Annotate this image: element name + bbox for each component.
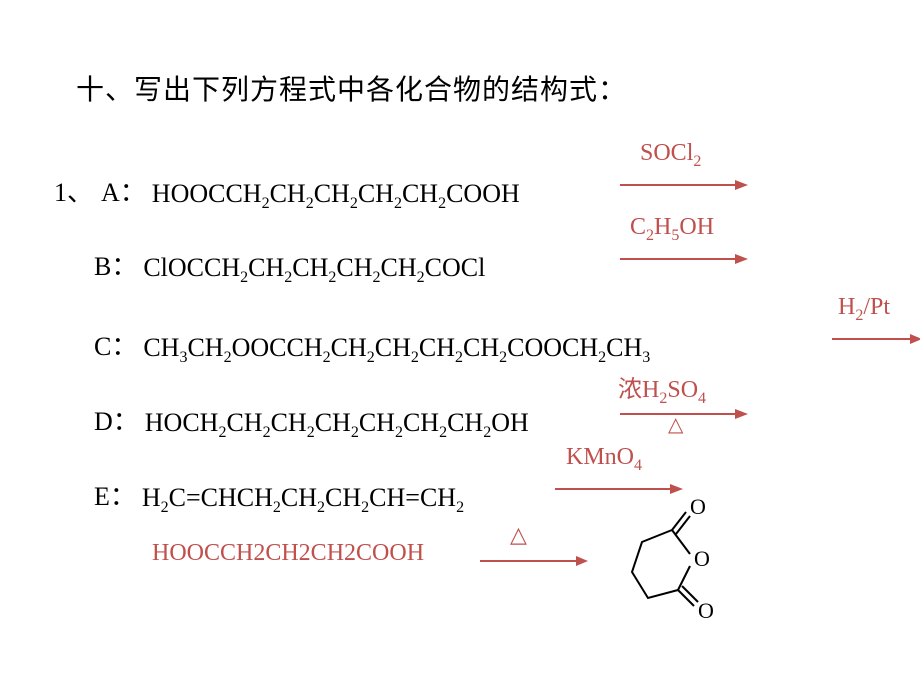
svg-text:O: O — [694, 546, 710, 571]
compound-E-formula: H2C=CHCH2CH2CH2CH=CH2 — [142, 483, 464, 513]
compound-A-formula: HOOCCH2CH2CH2CH2CH2COOH — [152, 179, 520, 209]
question-number: 1、 — [54, 172, 93, 209]
reagent-A: SOCl2 — [640, 140, 701, 167]
compound-C-formula: CH3CH2OOCCH2CH2CH2CH2CH2COOCH2CH3 — [143, 333, 650, 363]
row-C: C： CH3CH2OOCCH2CH2CH2CH2CH2COOCH2CH3 — [94, 326, 650, 363]
svg-text:O: O — [690, 498, 706, 519]
arrow-B — [620, 252, 750, 266]
svg-text:O: O — [698, 598, 714, 623]
reagent-B: C2H5OH — [630, 214, 714, 241]
arrow-final — [480, 554, 590, 568]
compound-E-label: E： — [94, 476, 136, 513]
arrow-A — [620, 178, 750, 192]
row-B: B： ClOCCH2CH2CH2CH2CH2COCl — [94, 246, 485, 283]
compound-B-label: B： — [94, 246, 137, 283]
compound-C-label: C： — [94, 326, 137, 363]
compound-D-formula: HOCH2CH2CH2CH2CH2CH2CH2OH — [145, 408, 529, 438]
row-D: D： HOCH2CH2CH2CH2CH2CH2CH2OH — [94, 401, 529, 438]
compound-B-formula: ClOCCH2CH2CH2CH2CH2COCl — [143, 253, 485, 283]
anhydride-structure: O O O — [600, 498, 730, 628]
arrow-D — [620, 407, 750, 421]
reagent-D: 浓H2SO4 — [618, 369, 706, 404]
final-reactant: HOOCCH2CH2CH2COOH — [152, 540, 424, 567]
compound-D-label: D： — [94, 401, 139, 438]
arrow-C — [832, 332, 920, 346]
arrow-E — [555, 482, 685, 496]
reagent-C: H2/Pt — [838, 294, 890, 321]
final-heat-symbol: △ — [510, 522, 527, 548]
heat-symbol-D: △ — [668, 412, 683, 437]
row-A: 1、 A： HOOCCH2CH2CH2CH2CH2COOH — [54, 172, 520, 209]
section-title: 十、写出下列方程式中各化合物的结构式： — [76, 68, 627, 108]
row-E: E： H2C=CHCH2CH2CH2CH=CH2 — [94, 476, 464, 513]
reagent-E: KMnO4 — [566, 444, 642, 471]
compound-A-label: A： — [101, 172, 146, 209]
